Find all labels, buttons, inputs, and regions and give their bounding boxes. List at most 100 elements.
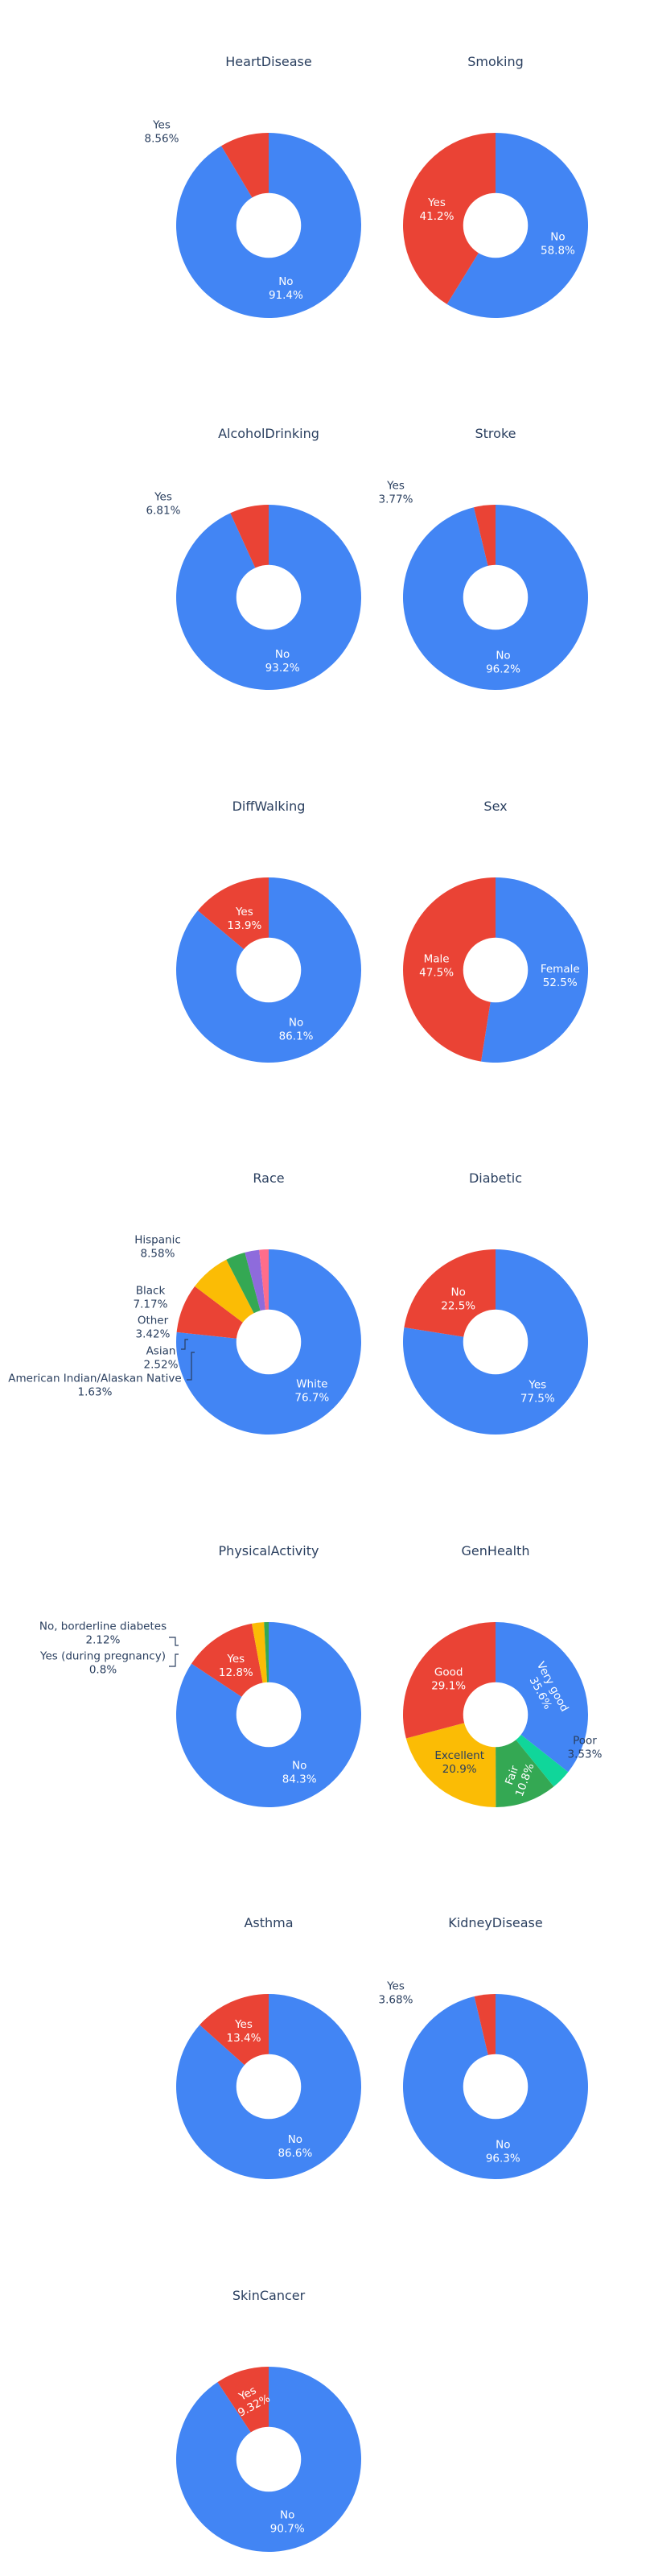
slice-percent: 84.3% <box>282 1773 317 1785</box>
chart-title: Diabetic <box>469 1170 522 1186</box>
chart-title: GenHealth <box>462 1543 530 1558</box>
slice-percent: 96.3% <box>486 2152 520 2165</box>
slice-label: No <box>451 1286 466 1298</box>
donut-hole <box>463 1309 529 1375</box>
pie-slice-no <box>404 1249 496 1342</box>
pie-slice-yes <box>403 133 496 304</box>
slice-percent: 8.58% <box>141 1248 175 1261</box>
slice-percent: 77.5% <box>520 1393 555 1406</box>
donut-hole <box>463 192 529 258</box>
chart-title: Asthma <box>244 1915 293 1930</box>
donut-hole <box>236 1682 302 1748</box>
slice-percent: 3.68% <box>379 1994 413 2007</box>
slice-label: Fair <box>503 1764 521 1787</box>
chart-title: Stroke <box>475 426 516 441</box>
slice-percent: 8.56% <box>145 133 179 146</box>
donut-hole <box>463 1682 529 1748</box>
slice-label: Yes <box>154 491 172 504</box>
chart-title: Race <box>253 1170 284 1186</box>
label-leader-line <box>187 1352 195 1381</box>
chart-title: Smoking <box>467 54 524 69</box>
slice-percent: 76.7% <box>294 1391 329 1404</box>
slice-percent: 12.8% <box>219 1666 253 1679</box>
slice-percent: 90.7% <box>270 2523 305 2536</box>
slice-percent: 96.2% <box>486 663 520 675</box>
slice-label: Other <box>138 1315 169 1327</box>
slice-percent: 0.8% <box>89 1664 117 1677</box>
slice-label: Black <box>136 1285 166 1298</box>
slice-percent: 86.1% <box>279 1030 314 1042</box>
slice-label: White <box>296 1377 327 1390</box>
slice-percent: 3.77% <box>379 493 413 506</box>
slice-percent: 47.5% <box>419 967 454 980</box>
slice-label: Yes <box>386 480 405 493</box>
slice-label: Yes <box>226 1653 245 1666</box>
slice-label: No <box>289 1016 303 1029</box>
slice-label: Asian <box>146 1345 176 1358</box>
donut-hole <box>236 2054 302 2120</box>
donut-hole <box>236 2426 302 2492</box>
slice-label: Yes <box>234 2018 253 2031</box>
slice-percent: 2.12% <box>86 1634 121 1647</box>
slice-percent: 6.81% <box>146 505 181 518</box>
donut-hole <box>463 564 529 630</box>
slice-percent: 13.4% <box>227 2032 261 2045</box>
slice-label: Poor <box>573 1735 597 1748</box>
slice-percent: 91.4% <box>269 289 303 302</box>
slice-label: American Indian/Alaskan Native <box>8 1373 181 1385</box>
slice-label: No <box>292 1759 306 1772</box>
slice-label: No <box>275 648 290 661</box>
chart-title: Sex <box>483 799 507 814</box>
slice-percent: 41.2% <box>420 210 455 223</box>
donut-hole <box>236 937 302 1003</box>
slice-percent: 7.17% <box>134 1298 168 1311</box>
chart-title: SkinCancer <box>232 2288 306 2303</box>
slice-percent: 1.63% <box>78 1386 113 1399</box>
slice-label: Yes <box>235 906 253 919</box>
slice-percent: 93.2% <box>265 662 300 675</box>
donut-hole <box>236 1309 302 1375</box>
slice-percent: 58.8% <box>541 244 575 257</box>
label-leader-line <box>169 1637 179 1646</box>
slice-label: No <box>288 2133 302 2146</box>
slice-label: Male <box>424 953 450 966</box>
donut-hole <box>463 937 529 1003</box>
chart-title: HeartDisease <box>225 54 311 69</box>
chart-title: AlcoholDrinking <box>218 426 319 441</box>
donut-hole <box>236 564 302 630</box>
donut-hole <box>463 2054 529 2120</box>
chart-title: DiffWalking <box>232 799 306 814</box>
pie-slice-male <box>403 877 496 1062</box>
slice-percent: 29.1% <box>431 1680 466 1693</box>
slice-percent: 3.53% <box>568 1748 603 1761</box>
slice-percent: 3.42% <box>136 1328 171 1341</box>
slice-percent: 20.9% <box>442 1763 477 1776</box>
slice-label: Yes <box>427 196 446 209</box>
pie-slice-very-good <box>496 1622 589 1773</box>
slice-percent: 2.52% <box>144 1359 179 1372</box>
slice-label: Yes <box>152 119 171 132</box>
slice-label: No <box>280 2509 294 2522</box>
pie-slice-female <box>481 877 589 1063</box>
slice-percent: 86.6% <box>278 2147 312 2160</box>
label-leader-line <box>169 1653 179 1667</box>
slice-label: Female <box>541 963 580 976</box>
slice-percent: 52.5% <box>543 976 578 989</box>
label-leader-line <box>181 1339 188 1350</box>
slice-label: No, borderline diabetes <box>39 1620 167 1633</box>
chart-title: PhysicalActivity <box>219 1543 319 1558</box>
slice-label: Yes <box>528 1379 546 1392</box>
chart-title: KidneyDisease <box>448 1915 542 1930</box>
